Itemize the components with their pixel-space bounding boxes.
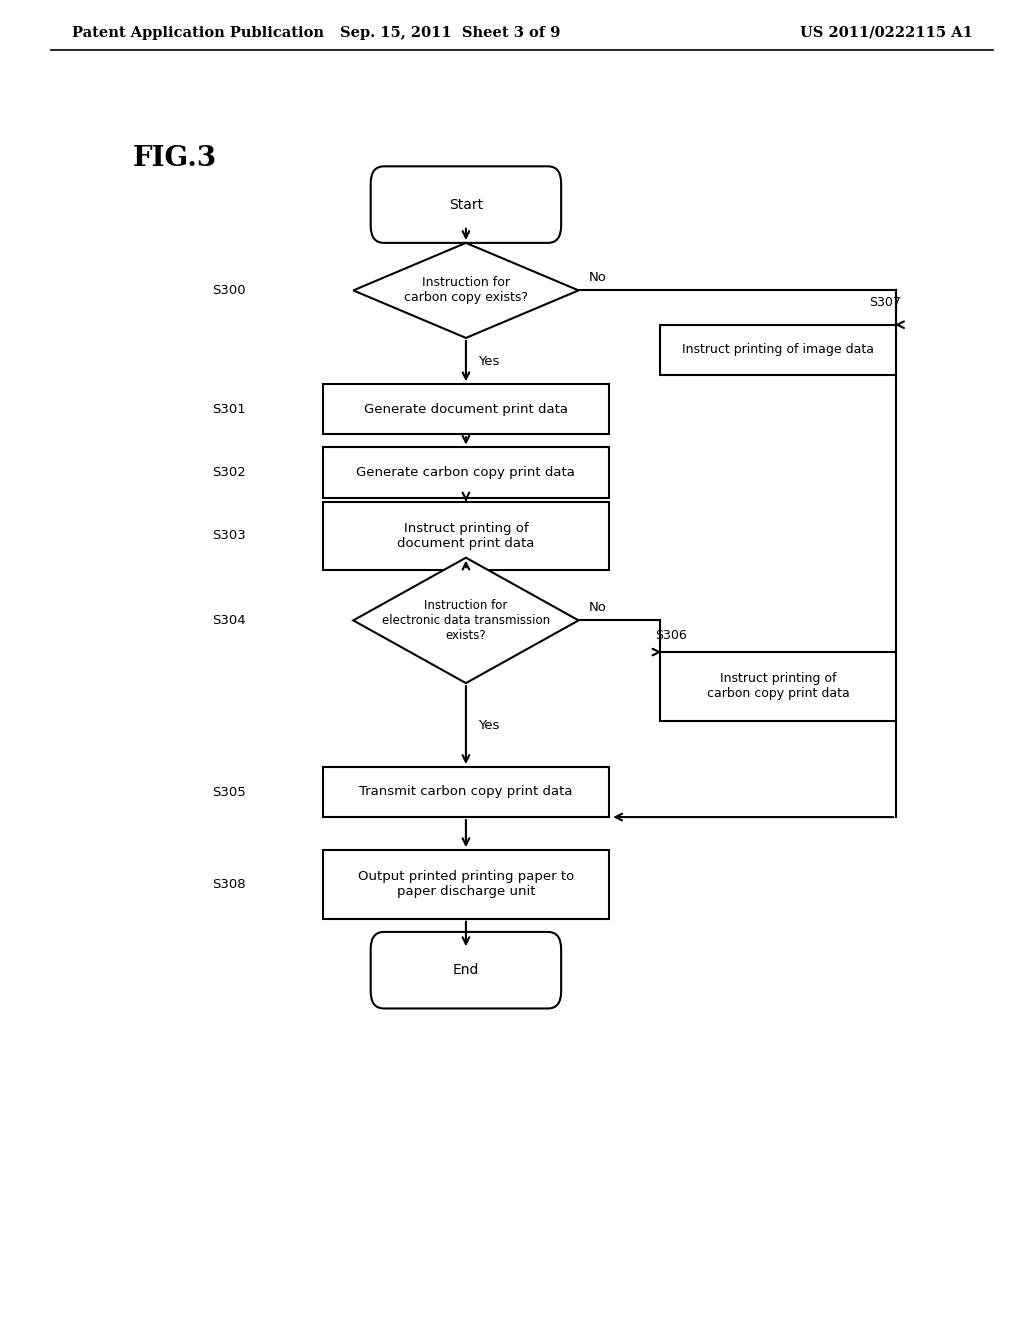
Text: FIG.3: FIG.3 (133, 145, 217, 172)
FancyBboxPatch shape (323, 767, 609, 817)
FancyBboxPatch shape (323, 384, 609, 434)
Text: Instruct printing of
document print data: Instruct printing of document print data (397, 521, 535, 550)
FancyBboxPatch shape (323, 447, 609, 498)
Text: Instruct printing of image data: Instruct printing of image data (682, 343, 874, 356)
Polygon shape (353, 557, 579, 682)
Text: Instruct printing of
carbon copy print data: Instruct printing of carbon copy print d… (707, 672, 850, 701)
Text: S301: S301 (212, 403, 246, 416)
Text: US 2011/0222115 A1: US 2011/0222115 A1 (800, 26, 973, 40)
Text: S306: S306 (655, 628, 687, 642)
Text: S303: S303 (212, 529, 246, 543)
FancyBboxPatch shape (323, 502, 609, 570)
Text: Instruction for
electronic data transmission
exists?: Instruction for electronic data transmis… (382, 599, 550, 642)
Text: Start: Start (449, 198, 483, 211)
Text: S304: S304 (212, 614, 246, 627)
Text: Instruction for
carbon copy exists?: Instruction for carbon copy exists? (403, 276, 528, 305)
Polygon shape (353, 243, 579, 338)
Text: S307: S307 (869, 296, 901, 309)
Text: S300: S300 (212, 284, 246, 297)
Text: No: No (589, 271, 606, 284)
Text: Yes: Yes (478, 718, 500, 731)
Text: Transmit carbon copy print data: Transmit carbon copy print data (359, 785, 572, 799)
FancyBboxPatch shape (660, 652, 896, 721)
Text: Sep. 15, 2011  Sheet 3 of 9: Sep. 15, 2011 Sheet 3 of 9 (340, 26, 561, 40)
Text: Yes: Yes (478, 355, 500, 367)
Text: No: No (589, 601, 606, 614)
Text: S308: S308 (212, 878, 246, 891)
FancyBboxPatch shape (371, 932, 561, 1008)
Text: End: End (453, 964, 479, 977)
Text: Generate carbon copy print data: Generate carbon copy print data (356, 466, 575, 479)
FancyBboxPatch shape (371, 166, 561, 243)
FancyBboxPatch shape (660, 325, 896, 375)
FancyBboxPatch shape (323, 850, 609, 919)
Text: S305: S305 (212, 785, 246, 799)
Text: Output printed printing paper to
paper discharge unit: Output printed printing paper to paper d… (357, 870, 574, 899)
Text: Generate document print data: Generate document print data (364, 403, 568, 416)
Text: S302: S302 (212, 466, 246, 479)
Text: Patent Application Publication: Patent Application Publication (72, 26, 324, 40)
